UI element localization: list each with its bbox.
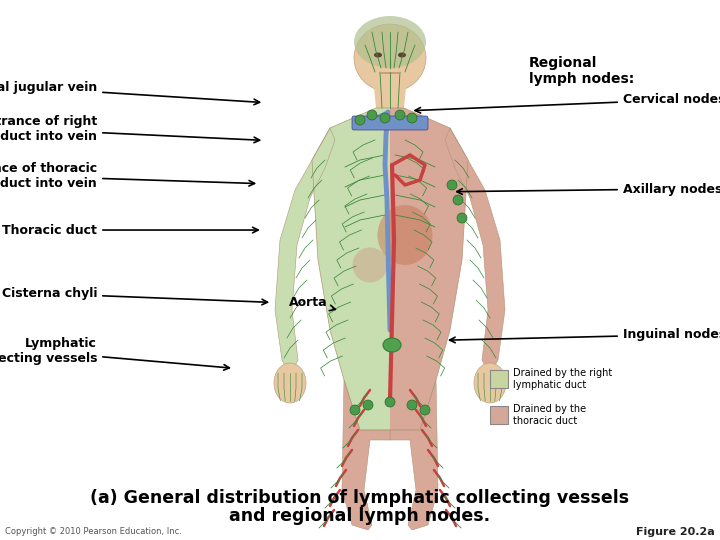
Ellipse shape: [353, 247, 387, 282]
Polygon shape: [390, 108, 468, 430]
Text: Entrance of right
lymphatic duct into vein: Entrance of right lymphatic duct into ve…: [0, 114, 260, 143]
Circle shape: [385, 397, 395, 407]
Text: Regional
lymph nodes:: Regional lymph nodes:: [529, 56, 634, 86]
Text: Aorta: Aorta: [289, 296, 336, 310]
Polygon shape: [445, 128, 505, 375]
Text: Entrance of thoracic
duct into vein: Entrance of thoracic duct into vein: [0, 162, 255, 190]
FancyBboxPatch shape: [490, 406, 508, 424]
Ellipse shape: [274, 363, 306, 403]
Circle shape: [363, 400, 373, 410]
FancyBboxPatch shape: [490, 370, 508, 388]
Circle shape: [407, 400, 417, 410]
Text: Drained by the right
lymphatic duct: Drained by the right lymphatic duct: [513, 368, 612, 390]
Ellipse shape: [398, 52, 406, 57]
Polygon shape: [342, 380, 390, 530]
Text: Axillary nodes: Axillary nodes: [456, 183, 720, 195]
Text: Drained by the
thoracic duct: Drained by the thoracic duct: [513, 404, 586, 426]
Text: Thoracic duct: Thoracic duct: [2, 224, 258, 237]
Circle shape: [447, 180, 457, 190]
Ellipse shape: [354, 24, 426, 92]
Circle shape: [457, 213, 467, 223]
Text: (a) General distribution of lymphatic collecting vessels: (a) General distribution of lymphatic co…: [91, 489, 629, 507]
Text: Cisterna chyli: Cisterna chyli: [1, 287, 268, 305]
Polygon shape: [312, 108, 390, 430]
Ellipse shape: [383, 338, 401, 352]
Circle shape: [355, 115, 365, 125]
Ellipse shape: [377, 205, 433, 265]
Text: Internal jugular vein: Internal jugular vein: [0, 81, 260, 105]
Text: and regional lymph nodes.: and regional lymph nodes.: [230, 507, 490, 525]
Circle shape: [453, 195, 463, 205]
Circle shape: [367, 110, 377, 120]
Ellipse shape: [374, 52, 382, 57]
Text: Lymphatic
collecting vessels: Lymphatic collecting vessels: [0, 337, 230, 370]
Text: Inguinal nodes: Inguinal nodes: [449, 328, 720, 343]
FancyBboxPatch shape: [352, 116, 428, 130]
Text: Copyright © 2010 Pearson Education, Inc.: Copyright © 2010 Pearson Education, Inc.: [5, 528, 182, 537]
Text: Figure 20.2a: Figure 20.2a: [636, 527, 715, 537]
Circle shape: [395, 110, 405, 120]
Ellipse shape: [474, 363, 506, 403]
Circle shape: [350, 405, 360, 415]
Circle shape: [420, 405, 430, 415]
Polygon shape: [275, 128, 335, 375]
Text: Cervical nodes: Cervical nodes: [415, 93, 720, 113]
Ellipse shape: [354, 16, 426, 68]
Circle shape: [380, 113, 390, 123]
Polygon shape: [390, 380, 438, 530]
Polygon shape: [374, 88, 406, 108]
Circle shape: [407, 113, 417, 123]
